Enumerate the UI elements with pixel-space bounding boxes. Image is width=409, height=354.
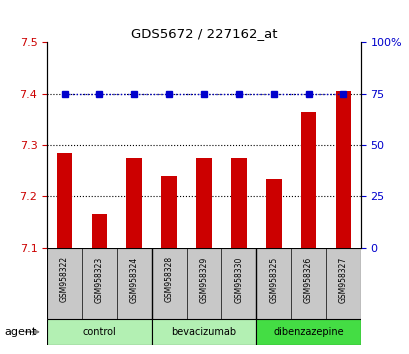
Text: agent: agent xyxy=(4,327,36,337)
Text: bevacizumab: bevacizumab xyxy=(171,327,236,337)
Title: GDS5672 / 227162_at: GDS5672 / 227162_at xyxy=(130,27,276,40)
Text: GSM958322: GSM958322 xyxy=(60,256,69,302)
Bar xyxy=(56,153,72,248)
Text: GSM958323: GSM958323 xyxy=(95,256,103,303)
Bar xyxy=(151,319,256,345)
Bar xyxy=(300,112,316,248)
Text: GSM958325: GSM958325 xyxy=(269,256,277,303)
Text: GSM958328: GSM958328 xyxy=(164,256,173,302)
Text: dibenzazepine: dibenzazepine xyxy=(272,327,343,337)
Text: GSM958324: GSM958324 xyxy=(130,256,138,303)
Text: control: control xyxy=(82,327,116,337)
Text: GSM958326: GSM958326 xyxy=(303,256,312,303)
Bar xyxy=(256,319,360,345)
Bar xyxy=(161,176,177,248)
Bar xyxy=(230,158,246,248)
Bar xyxy=(47,319,151,345)
Bar xyxy=(126,158,142,248)
Bar xyxy=(265,178,281,248)
Bar xyxy=(196,158,211,248)
Text: GSM958329: GSM958329 xyxy=(199,256,208,303)
Text: GSM958330: GSM958330 xyxy=(234,256,243,303)
Bar xyxy=(91,215,107,248)
Text: GSM958327: GSM958327 xyxy=(338,256,347,303)
Bar xyxy=(335,91,351,248)
